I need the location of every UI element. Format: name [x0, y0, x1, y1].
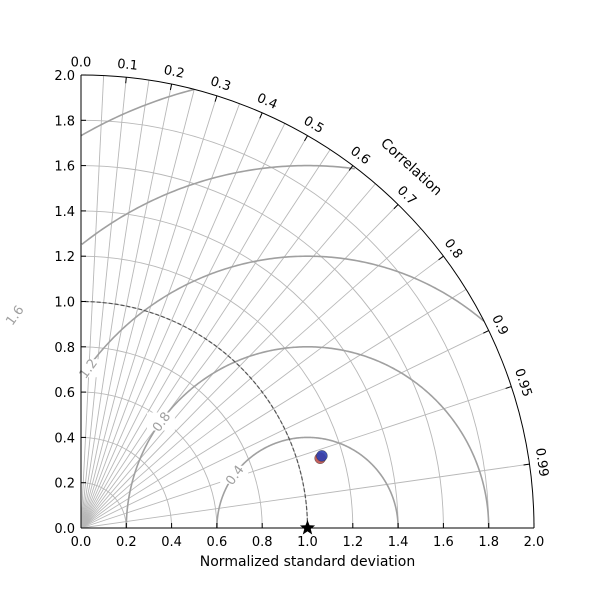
y-tick-label: 1.8 — [54, 114, 75, 129]
rms-contour — [81, 255, 485, 377]
correlation-tick-label: 0.1 — [116, 57, 138, 74]
rms-contour — [125, 345, 490, 529]
std-gridline — [80, 436, 173, 529]
reference-circle — [80, 300, 309, 529]
x-tick-label: 1.4 — [388, 535, 409, 550]
correlation-tick-mark — [214, 95, 218, 102]
x-tick-label: 1.0 — [297, 535, 318, 550]
y-axis-ticks: 0.0 0.2 0.4 0.6 0.8 1.0 1.2 1.4 1.6 1.8 2.0 — [54, 69, 86, 537]
correlation-tick-mark — [393, 204, 399, 210]
x-axis-label: Normalized standard deviation — [200, 554, 415, 570]
std-gridline — [80, 255, 354, 529]
std-gridline — [80, 210, 399, 529]
x-tick-label: 0.6 — [207, 535, 228, 550]
std-gridline — [80, 165, 444, 529]
y-tick-label: 0.6 — [54, 386, 75, 401]
y-tick-label: 0.0 — [54, 522, 75, 537]
correlation-tick-mark — [304, 135, 308, 142]
reference-std-circle — [80, 300, 309, 529]
correlation-tick-mark — [348, 165, 354, 171]
x-tick-label: 0.2 — [116, 535, 137, 550]
std-gridline — [80, 119, 490, 529]
y-tick-label: 0.8 — [54, 341, 75, 356]
rms-contour — [81, 164, 355, 246]
std-gridline — [80, 482, 127, 529]
x-tick-label: 2.0 — [524, 535, 545, 550]
std-gridline — [80, 391, 218, 529]
x-tick-label: 1.2 — [342, 535, 363, 550]
correlation-tick-mark — [505, 386, 512, 389]
correlation-tick-mark — [523, 463, 530, 466]
correlation-gridlines — [80, 75, 530, 529]
correlation-tick-label: 0.99 — [532, 447, 551, 478]
y-tick-label: 0.4 — [54, 431, 75, 446]
correlation-tick-label: 0.2 — [162, 63, 185, 82]
correlation-tick-mark — [259, 112, 263, 119]
data-point — [316, 450, 328, 462]
x-tick-label: 1.8 — [478, 535, 499, 550]
correlation-tick-label: 0.95 — [511, 367, 534, 399]
rms-label-bg — [0, 305, 29, 324]
x-tick-label: 0.4 — [161, 535, 182, 550]
std-gridline — [80, 346, 263, 529]
correlation-tick-mark — [125, 77, 127, 84]
x-tick-label: 0.8 — [252, 535, 273, 550]
rms-label-bg — [220, 465, 249, 484]
correlation-tick-mark — [438, 255, 444, 261]
outer-arc — [80, 74, 535, 529]
x-tick-label: 0.0 — [71, 535, 92, 550]
rms-contour — [80, 88, 195, 137]
x-tick-label: 1.6 — [433, 535, 454, 550]
chart-frame — [80, 74, 535, 529]
y-tick-label: 1.6 — [54, 160, 75, 175]
rms-contours: 0.40.81.21.62.0 — [0, 88, 490, 529]
correlation-tick-mark — [169, 84, 173, 91]
y-tick-label: 1.0 — [54, 296, 75, 311]
correlation-tick-label: 0.3 — [208, 74, 232, 95]
y-tick-label: 1.2 — [54, 250, 75, 265]
correlation-tick-label: 0.4 — [255, 91, 280, 113]
y-tick-label: 2.0 — [54, 69, 75, 84]
rms-label-bg — [146, 412, 175, 431]
x-axis-ticks: 0.0 0.2 0.4 0.6 0.8 1.0 1.2 1.4 1.6 1.8 2.0 — [71, 523, 545, 550]
correlation-tick-label: 0.9 — [488, 313, 511, 338]
data-points — [299, 450, 328, 535]
y-tick-label: 1.4 — [54, 205, 75, 220]
y-tick-label: 0.2 — [54, 477, 75, 492]
reference-star-marker — [299, 520, 316, 535]
correlation-tick-mark — [483, 330, 489, 334]
correlation-tick-label: 0.0 — [71, 56, 92, 71]
